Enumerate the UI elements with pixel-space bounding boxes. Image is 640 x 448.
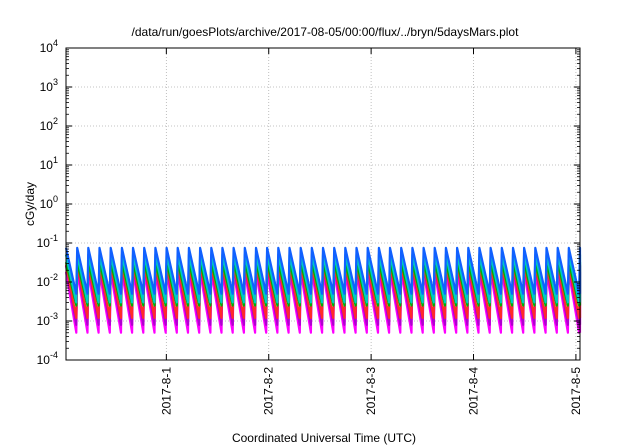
x-tick-label: 2017-8-4 [467,367,481,415]
x-axis: 2017-8-1 2017-8-2 2017-8-3 2017-8-4 2017-8-5 [159,48,583,415]
series-group [64,246,582,334]
y-tick-label: 100 [40,194,58,211]
x-tick-label: 2017-8-2 [262,367,276,415]
y-tick-label: 10-3 [37,311,58,328]
y-tick-label: 101 [40,155,58,172]
x-axis-title: Coordinated Universal Time (UTC) [232,431,416,445]
y-tick-label: 10-2 [37,272,58,289]
x-tick-label: 2017-8-1 [159,367,173,415]
y-axis-title: cGy/day [23,182,37,226]
y-tick-label: 10-1 [37,233,58,250]
y-tick-label: 104 [40,38,58,55]
y-tick-label: 103 [40,77,58,94]
series-line-5 [64,246,582,295]
y-tick-label: 102 [40,116,58,133]
x-tick-label: 2017-8-5 [569,367,583,415]
y-tick-label: 10-4 [37,350,58,367]
x-tick-label: 2017-8-3 [364,367,378,415]
chart-title: /data/run/goesPlots/archive/2017-08-05/0… [132,25,520,39]
y-axis: 10-4 10-3 10-2 10-1 100 101 102 103 104 [37,38,580,367]
